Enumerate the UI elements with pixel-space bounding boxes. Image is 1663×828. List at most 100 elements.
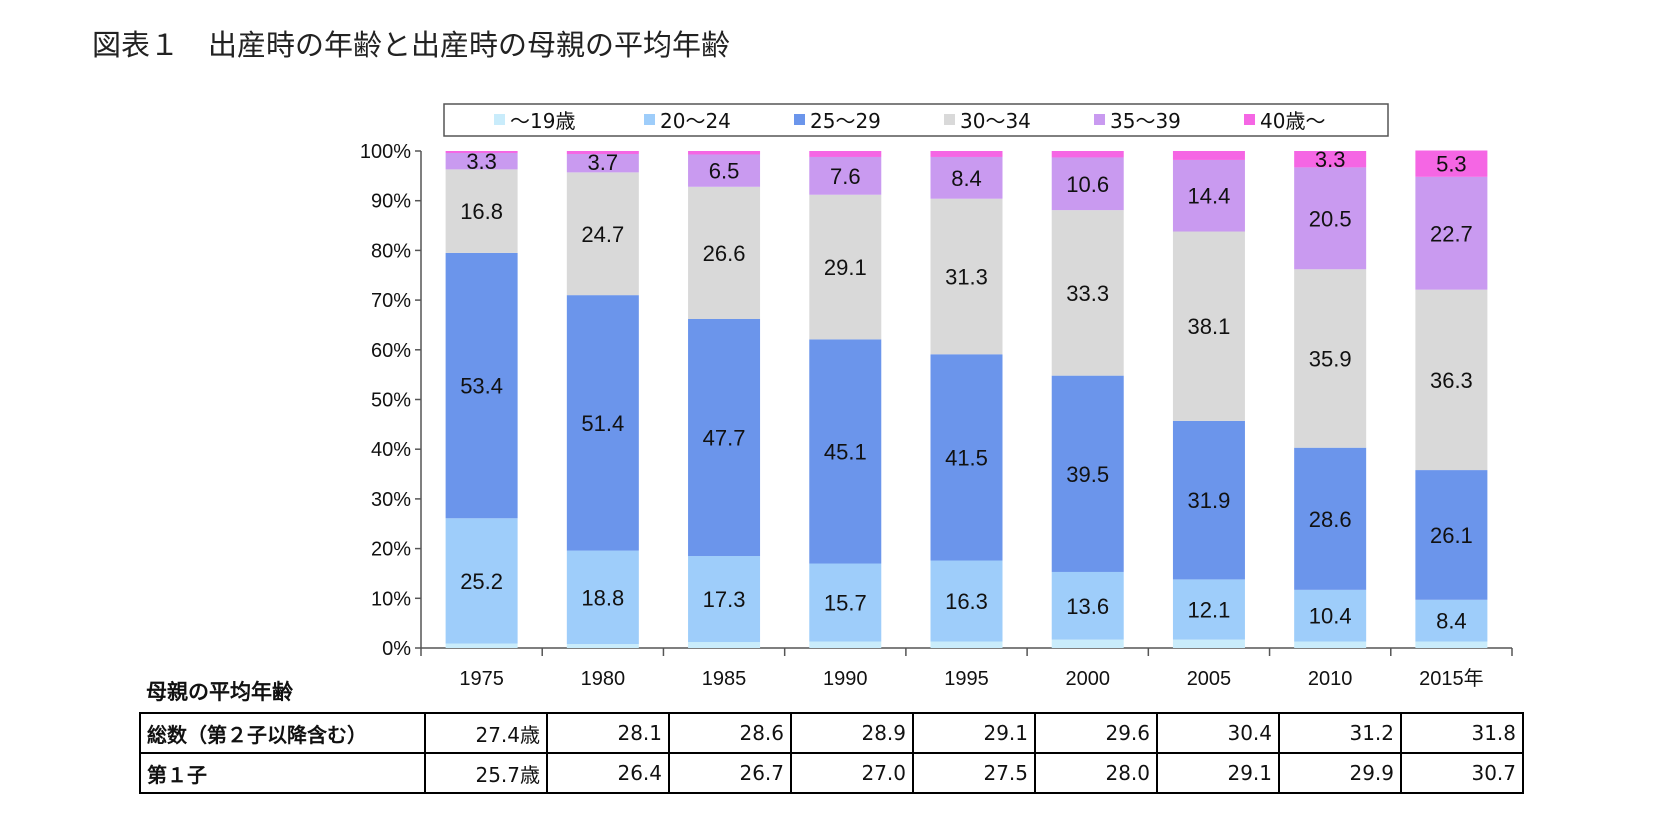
bar-segment xyxy=(445,151,518,153)
legend-label: 35～39 xyxy=(1110,109,1181,133)
data-label: 26.6 xyxy=(703,241,746,266)
legend-swatch xyxy=(944,114,955,125)
data-label: 3.3 xyxy=(1315,147,1346,172)
legend-label: 30～34 xyxy=(960,109,1031,133)
row-label: 総数（第２子以降含む） xyxy=(139,712,426,754)
bar-segment xyxy=(1294,447,1367,590)
bar-segment xyxy=(445,169,518,253)
table-cell: 26.4 xyxy=(546,752,670,794)
legend-label: 25～29 xyxy=(810,109,881,133)
table-cell: 28.9 xyxy=(790,712,914,754)
x-tick-label: 2010 xyxy=(1308,668,1353,690)
table-cell: 29.1 xyxy=(1156,752,1280,794)
data-label: 28.6 xyxy=(1309,507,1352,532)
bar-segment xyxy=(566,295,639,551)
bar-segment xyxy=(1294,151,1367,168)
data-label: 13.6 xyxy=(1066,594,1109,619)
y-tick-label: 80% xyxy=(371,240,411,262)
bar-segment xyxy=(930,560,1003,642)
bar-segment xyxy=(930,354,1003,561)
data-label: 24.7 xyxy=(581,222,624,247)
bar-segment xyxy=(1294,589,1367,642)
bar-segment xyxy=(1294,641,1367,648)
legend-swatch xyxy=(1094,114,1105,125)
bar-segment xyxy=(1294,167,1367,270)
data-label: 14.4 xyxy=(1188,184,1231,209)
data-label: 26.1 xyxy=(1430,523,1473,548)
table-cell: 26.7 xyxy=(668,752,792,794)
data-label: 5.3 xyxy=(1436,152,1467,177)
y-tick-label: 90% xyxy=(371,191,411,213)
data-label: 31.9 xyxy=(1188,488,1231,513)
table-cell: 27.5 xyxy=(912,752,1036,794)
bar-segment xyxy=(809,156,882,195)
table-cell: 30.7 xyxy=(1400,752,1524,794)
table-cell: 29.6 xyxy=(1034,712,1158,754)
bar-segment xyxy=(688,318,761,557)
bar-segment xyxy=(809,563,882,642)
data-label: 15.7 xyxy=(824,591,867,616)
data-label: 3.3 xyxy=(466,149,497,174)
bar-segment xyxy=(1051,210,1124,376)
legend-swatch xyxy=(1244,114,1255,125)
row-label: 第１子 xyxy=(139,752,426,794)
legend-label: 20～24 xyxy=(660,109,731,133)
table-heading: 母親の平均年齢 xyxy=(146,680,293,704)
bar-segment xyxy=(1294,269,1367,448)
table-cell: 25.7歳 xyxy=(424,752,548,794)
data-label: 10.6 xyxy=(1066,172,1109,197)
bar-segment xyxy=(1051,157,1124,211)
stacked-bar-chart: 0% 10% 20% 30% 40% 50% 60% 70% 80% 90% 100% 25.2 53.… xyxy=(360,103,1513,690)
x-tick-label: 2000 xyxy=(1065,668,1110,690)
table-cell: 27.4歳 xyxy=(424,712,548,754)
bar-segment xyxy=(1415,150,1488,177)
legend-box xyxy=(443,103,1389,137)
bar-segment xyxy=(1172,639,1245,648)
bar-segment xyxy=(688,151,761,155)
table-cell: 28.1 xyxy=(546,712,670,754)
table-cell: 30.4 xyxy=(1156,712,1280,754)
data-label: 6.5 xyxy=(709,159,740,184)
bar-segment xyxy=(445,643,518,648)
data-label: 47.7 xyxy=(703,426,746,451)
data-label: 3.7 xyxy=(588,150,619,175)
legend-swatch xyxy=(794,114,805,125)
bar-segment xyxy=(1051,639,1124,648)
bar-segment xyxy=(1415,289,1488,471)
bar-segment xyxy=(1415,599,1488,642)
bar-segment xyxy=(930,156,1003,199)
bar-segment xyxy=(1415,470,1488,600)
bar-segment xyxy=(566,550,639,645)
bar-segment xyxy=(566,644,639,648)
bar-segment xyxy=(1415,176,1488,290)
data-label: 18.8 xyxy=(581,585,624,610)
data-label: 17.3 xyxy=(703,587,746,612)
legend-label: 40歳～ xyxy=(1260,109,1325,133)
bar-segment xyxy=(445,152,518,170)
data-label: 33.3 xyxy=(1066,281,1109,306)
bar-segment xyxy=(1172,420,1245,580)
data-label: 36.3 xyxy=(1430,368,1473,393)
chart-title: 図表１ 出産時の年齢と出産時の母親の平均年齢 xyxy=(92,28,731,62)
x-tick-label: 1975 xyxy=(459,668,504,690)
bar-segment xyxy=(445,518,518,644)
bar-segment xyxy=(809,641,882,648)
bar-segment xyxy=(809,194,882,340)
bar-segment xyxy=(1172,579,1245,640)
data-label: 8.4 xyxy=(1436,609,1467,634)
y-tick-label: 100% xyxy=(360,141,411,163)
bar-segment xyxy=(930,198,1003,355)
x-tick-label: 2005 xyxy=(1187,668,1232,690)
data-label: 7.6 xyxy=(830,164,861,189)
y-tick-label: 0% xyxy=(382,638,411,660)
bar-segment xyxy=(1172,231,1245,421)
y-tick-label: 50% xyxy=(371,390,411,412)
x-tick-label: 1990 xyxy=(823,668,868,690)
table-cell: 29.9 xyxy=(1278,752,1402,794)
legend-swatch xyxy=(494,114,505,125)
data-label: 16.3 xyxy=(945,589,988,614)
x-tick-label: 2015年 xyxy=(1419,667,1484,690)
data-label: 8.4 xyxy=(951,166,982,191)
data-label: 38.1 xyxy=(1188,314,1231,339)
table-row: 第１子 25.7歳 26.4 26.7 27.0 27.5 28.0 29.1 … xyxy=(139,752,1524,794)
